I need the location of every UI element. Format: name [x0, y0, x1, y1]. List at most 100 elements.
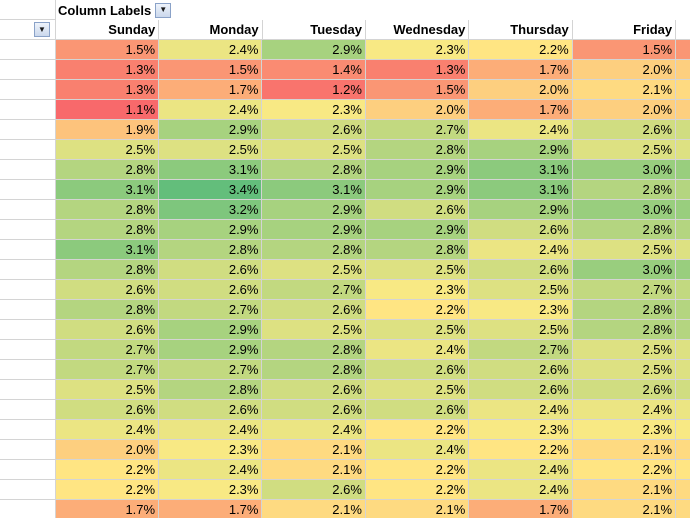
value-cell-sunday[interactable]: 1.3% — [55, 60, 160, 80]
value-cell-tuesday[interactable]: 2.9% — [262, 200, 366, 220]
value-cell-friday[interactable]: 2.4% — [572, 400, 677, 420]
value-cell-friday[interactable]: 3.0% — [572, 160, 677, 180]
value-cell-sunday[interactable]: 2.6% — [55, 280, 160, 300]
row-labels-filter-button[interactable]: ▼ — [34, 22, 50, 37]
value-cell-monday[interactable]: 2.3% — [159, 480, 263, 500]
value-cell-friday[interactable]: 2.5% — [572, 240, 677, 260]
value-cell-friday[interactable]: 2.8% — [572, 180, 677, 200]
value-cell-sunday[interactable]: 2.4% — [55, 420, 160, 440]
value-cell-friday[interactable]: 2.2% — [572, 460, 677, 480]
value-cell-monday[interactable]: 2.9% — [159, 120, 263, 140]
value-cell-sunday[interactable]: 1.1% — [55, 100, 160, 120]
value-cell-tuesday[interactable]: 2.4% — [262, 420, 366, 440]
row-label-cell[interactable] — [0, 140, 56, 160]
row-label-cell[interactable] — [0, 340, 56, 360]
value-cell-friday[interactable]: 2.6% — [572, 380, 677, 400]
value-cell-sunday[interactable]: 2.7% — [55, 340, 160, 360]
value-cell-tuesday[interactable]: 1.2% — [262, 80, 366, 100]
value-cell-tuesday[interactable]: 2.8% — [262, 160, 366, 180]
value-cell-wednesday[interactable]: 2.9% — [365, 220, 470, 240]
row-label-cell[interactable] — [0, 440, 56, 460]
header-monday[interactable]: Monday — [159, 20, 263, 40]
column-labels-filter-button[interactable]: ▼ — [155, 2, 172, 18]
value-cell-monday[interactable]: 2.7% — [159, 300, 263, 320]
value-cell-monday[interactable]: 2.9% — [159, 340, 263, 360]
header-sunday[interactable]: Sunday — [55, 20, 160, 40]
value-cell-thursday[interactable]: 2.7% — [469, 340, 573, 360]
value-cell-tuesday[interactable]: 2.1% — [262, 440, 366, 460]
value-cell-sunday[interactable]: 1.5% — [55, 40, 160, 60]
value-cell-thursday[interactable]: 2.4% — [469, 240, 573, 260]
value-cell-thursday[interactable]: 2.6% — [469, 380, 573, 400]
row-label-cell[interactable] — [0, 280, 56, 300]
value-cell-sunday[interactable]: 2.8% — [55, 300, 160, 320]
value-cell-sunday[interactable]: 2.8% — [55, 260, 160, 280]
value-cell-wednesday[interactable]: 2.8% — [365, 140, 470, 160]
value-cell-wednesday[interactable]: 2.2% — [365, 460, 470, 480]
value-cell-friday[interactable]: 2.5% — [572, 140, 677, 160]
value-cell-friday[interactable]: 2.8% — [572, 300, 677, 320]
value-cell-thursday[interactable]: 1.7% — [469, 60, 573, 80]
value-cell-tuesday[interactable]: 2.8% — [262, 240, 366, 260]
value-cell-wednesday[interactable]: 2.3% — [365, 280, 470, 300]
header-friday[interactable]: Friday — [572, 20, 677, 40]
value-cell-thursday[interactable]: 2.4% — [469, 460, 573, 480]
value-cell-wednesday[interactable]: 2.4% — [365, 340, 470, 360]
value-cell-wednesday[interactable]: 2.2% — [365, 480, 470, 500]
value-cell-friday[interactable]: 2.0% — [572, 100, 677, 120]
row-label-cell[interactable] — [0, 160, 56, 180]
value-cell-sunday[interactable]: 1.3% — [55, 80, 160, 100]
value-cell-friday[interactable]: 2.8% — [572, 220, 677, 240]
value-cell-sunday[interactable]: 2.7% — [55, 360, 160, 380]
value-cell-sunday[interactable]: 2.5% — [55, 140, 160, 160]
value-cell-wednesday[interactable]: 2.6% — [365, 360, 470, 380]
row-label-cell[interactable] — [0, 240, 56, 260]
row-label-cell[interactable] — [0, 260, 56, 280]
value-cell-friday[interactable]: 3.0% — [572, 200, 677, 220]
value-cell-thursday[interactable]: 2.3% — [469, 300, 573, 320]
value-cell-sunday[interactable]: 1.7% — [55, 500, 160, 518]
value-cell-tuesday[interactable]: 2.5% — [262, 260, 366, 280]
value-cell-monday[interactable]: 2.7% — [159, 360, 263, 380]
value-cell-monday[interactable]: 1.7% — [159, 80, 263, 100]
value-cell-tuesday[interactable]: 2.8% — [262, 340, 366, 360]
value-cell-wednesday[interactable]: 2.2% — [365, 420, 470, 440]
value-cell-sunday[interactable]: 3.1% — [55, 240, 160, 260]
value-cell-friday[interactable]: 3.0% — [572, 260, 677, 280]
value-cell-thursday[interactable]: 2.0% — [469, 80, 573, 100]
value-cell-friday[interactable]: 2.7% — [572, 280, 677, 300]
value-cell-sunday[interactable]: 2.6% — [55, 400, 160, 420]
value-cell-tuesday[interactable]: 2.5% — [262, 140, 366, 160]
row-label-cell[interactable] — [0, 380, 56, 400]
value-cell-wednesday[interactable]: 2.7% — [365, 120, 470, 140]
value-cell-friday[interactable]: 2.1% — [572, 500, 677, 518]
value-cell-sunday[interactable]: 2.8% — [55, 220, 160, 240]
value-cell-monday[interactable]: 3.2% — [159, 200, 263, 220]
value-cell-sunday[interactable]: 1.9% — [55, 120, 160, 140]
value-cell-tuesday[interactable]: 2.3% — [262, 100, 366, 120]
value-cell-sunday[interactable]: 2.2% — [55, 480, 160, 500]
value-cell-friday[interactable]: 2.0% — [572, 60, 677, 80]
value-cell-sunday[interactable]: 2.6% — [55, 320, 160, 340]
header-thursday[interactable]: Thursday — [469, 20, 573, 40]
value-cell-tuesday[interactable]: 2.9% — [262, 40, 366, 60]
value-cell-thursday[interactable]: 2.2% — [469, 40, 573, 60]
value-cell-monday[interactable]: 2.4% — [159, 420, 263, 440]
row-label-cell[interactable] — [0, 400, 56, 420]
row-label-cell[interactable] — [0, 80, 56, 100]
value-cell-tuesday[interactable]: 2.8% — [262, 360, 366, 380]
value-cell-monday[interactable]: 2.4% — [159, 460, 263, 480]
value-cell-tuesday[interactable]: 2.7% — [262, 280, 366, 300]
value-cell-thursday[interactable]: 2.9% — [469, 140, 573, 160]
value-cell-friday[interactable]: 2.1% — [572, 80, 677, 100]
value-cell-sunday[interactable]: 2.0% — [55, 440, 160, 460]
value-cell-thursday[interactable]: 2.2% — [469, 440, 573, 460]
value-cell-monday[interactable]: 1.5% — [159, 60, 263, 80]
row-label-cell[interactable] — [0, 420, 56, 440]
value-cell-monday[interactable]: 2.8% — [159, 380, 263, 400]
value-cell-tuesday[interactable]: 2.6% — [262, 380, 366, 400]
value-cell-tuesday[interactable]: 2.6% — [262, 300, 366, 320]
value-cell-monday[interactable]: 3.4% — [159, 180, 263, 200]
value-cell-tuesday[interactable]: 2.6% — [262, 120, 366, 140]
value-cell-thursday[interactable]: 2.6% — [469, 360, 573, 380]
